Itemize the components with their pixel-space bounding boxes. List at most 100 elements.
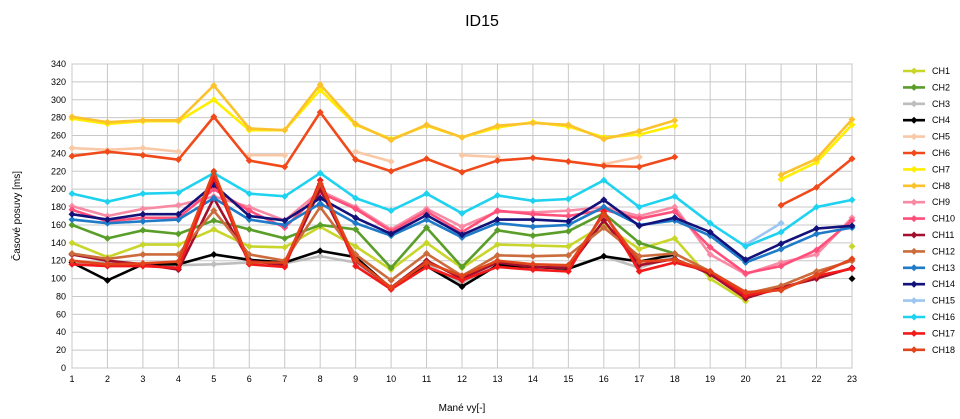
- x-tick-label: 10: [386, 374, 396, 384]
- data-point: [635, 131, 643, 139]
- data-point: [671, 234, 679, 242]
- data-point: [68, 152, 76, 160]
- legend-item-ch17: CH17: [903, 328, 955, 338]
- data-point: [210, 113, 218, 121]
- data-point: [281, 151, 289, 159]
- data-point: [423, 208, 431, 216]
- legend-label: CH16: [932, 312, 955, 322]
- legend-label: CH5: [932, 132, 950, 142]
- data-point: [813, 225, 821, 233]
- series-line: [70, 212, 677, 270]
- legend-marker: [910, 346, 918, 354]
- y-tick-label: 200: [51, 184, 66, 194]
- data-point: [600, 203, 608, 211]
- data-point: [706, 228, 714, 236]
- data-point: [493, 241, 501, 249]
- data-point: [68, 260, 76, 268]
- data-point: [139, 151, 147, 159]
- data-point: [671, 192, 679, 200]
- data-point: [352, 205, 360, 213]
- legend-marker: [910, 116, 918, 124]
- data-point: [174, 216, 182, 224]
- legend-marker: [910, 83, 918, 91]
- legend-item-ch6: CH6: [903, 148, 950, 158]
- legend-label: CH1: [932, 66, 950, 76]
- legend-marker: [910, 100, 918, 108]
- legend-label: CH6: [932, 148, 950, 158]
- data-point: [564, 207, 572, 215]
- data-point: [564, 221, 572, 229]
- series-ch18: [68, 167, 856, 296]
- data-point: [848, 155, 856, 163]
- data-point: [352, 120, 360, 128]
- chart-title: ID15: [465, 13, 499, 30]
- data-point: [281, 243, 289, 251]
- x-tick-label: 16: [599, 374, 609, 384]
- series-line: [70, 146, 180, 153]
- data-point: [458, 283, 466, 291]
- data-point: [635, 222, 643, 230]
- x-tick-label: 2: [105, 374, 110, 384]
- data-point: [281, 163, 289, 171]
- data-point: [458, 263, 466, 271]
- series-line: [354, 150, 393, 163]
- series-line: [460, 153, 499, 159]
- legend-marker: [910, 165, 918, 173]
- data-point: [245, 225, 253, 233]
- legend-label: CH17: [932, 328, 955, 338]
- data-point: [564, 267, 572, 275]
- data-point: [423, 216, 431, 224]
- x-tick-label: 7: [282, 374, 287, 384]
- legend-marker: [910, 329, 918, 337]
- legend-label: CH2: [932, 82, 950, 92]
- legend-label: CH15: [932, 296, 955, 306]
- data-point: [316, 252, 324, 260]
- data-point: [813, 271, 821, 279]
- data-point: [174, 258, 182, 266]
- legend-marker: [910, 67, 918, 75]
- y-tick-label: 20: [56, 345, 66, 355]
- legend-marker: [910, 149, 918, 157]
- x-tick-label: 17: [634, 374, 644, 384]
- y-tick-label: 160: [51, 220, 66, 230]
- data-point: [671, 214, 679, 222]
- y-tick-label: 80: [56, 291, 66, 301]
- data-point: [281, 258, 289, 266]
- data-point: [493, 122, 501, 130]
- data-point: [103, 260, 111, 268]
- legend-item-ch8: CH8: [903, 181, 950, 191]
- data-point: [493, 153, 501, 161]
- legend-item-ch16: CH16: [903, 312, 955, 322]
- data-point: [671, 122, 679, 130]
- legend-label: CH3: [932, 99, 950, 109]
- data-point: [777, 201, 785, 209]
- data-point: [564, 227, 572, 235]
- legend-marker: [910, 264, 918, 272]
- legend-item-ch12: CH12: [903, 246, 955, 256]
- x-tick-label: 3: [140, 374, 145, 384]
- data-point: [493, 251, 501, 259]
- data-point: [210, 96, 218, 104]
- data-point: [245, 157, 253, 165]
- data-point: [387, 276, 395, 284]
- data-point: [423, 211, 431, 219]
- data-point: [493, 226, 501, 234]
- data-point: [493, 191, 501, 199]
- data-point: [174, 230, 182, 238]
- data-point: [529, 154, 537, 162]
- data-point: [210, 167, 218, 175]
- data-point: [103, 234, 111, 242]
- data-point: [68, 221, 76, 229]
- data-point: [813, 155, 821, 163]
- series-ch8: [68, 81, 856, 179]
- data-point: [777, 286, 785, 294]
- data-point: [103, 198, 111, 206]
- y-tick-label: 180: [51, 202, 66, 212]
- y-tick-label: 0: [61, 363, 66, 373]
- data-point: [600, 210, 608, 218]
- data-point: [174, 156, 182, 164]
- data-point: [564, 242, 572, 250]
- data-point: [210, 225, 218, 233]
- data-point: [387, 264, 395, 272]
- series-line: [70, 223, 747, 303]
